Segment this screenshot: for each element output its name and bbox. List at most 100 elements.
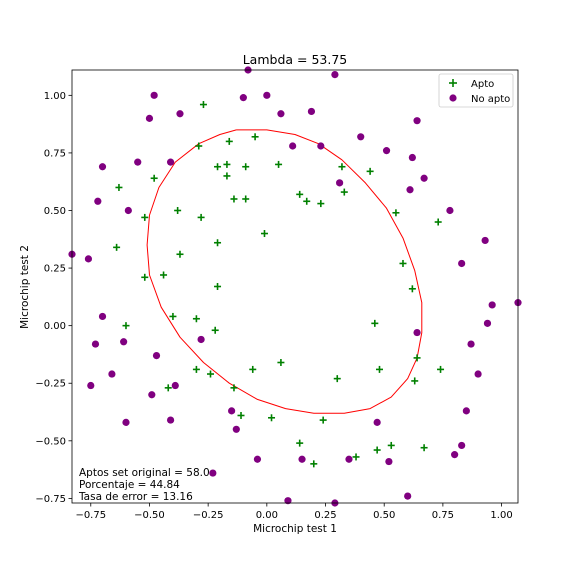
point-no-apto [253,455,262,463]
point-apto [366,167,374,175]
point-apto [197,213,205,221]
point-apto [434,218,442,226]
point-no-apto [420,174,428,182]
point-no-apto [382,147,391,155]
point-apto [333,375,341,383]
point-apto [223,160,231,168]
point-no-apto [336,179,344,187]
point-no-apto [474,370,482,378]
point-apto [214,239,222,247]
x-tick-label: −0.50 [134,510,165,521]
point-no-apto [317,142,325,150]
point-no-apto [385,457,393,466]
point-no-apto [228,407,236,415]
point-no-apto [94,197,102,205]
plot-frame [71,69,519,504]
point-no-apto [298,455,306,463]
point-no-apto [458,441,466,450]
point-apto [371,319,379,327]
y-tick-label: 1.00 [44,91,66,102]
y-tick-label: 0.25 [44,264,66,275]
point-apto [192,365,200,373]
point-no-apto [120,338,128,346]
y-tick-label: −0.75 [35,494,66,505]
point-apto [275,160,283,168]
point-apto [206,370,214,378]
point-no-apto [408,153,416,162]
x-tick-label: 0.75 [432,510,454,521]
point-apto [174,206,182,214]
point-apto [338,163,346,171]
legend-box [438,73,514,108]
point-apto [237,411,245,419]
point-no-apto [197,335,205,344]
point-apto [392,209,400,217]
x-tick-label: 0.50 [373,510,395,521]
point-no-apto [98,312,107,321]
point-apto [251,133,259,141]
point-apto [169,312,177,320]
point-no-apto [124,206,132,215]
point-no-apto [406,186,414,194]
x-axis-ticks: −0.75 −0.50 −0.25 0.00 0.25 0.50 0.75 1.00 [75,503,513,521]
point-no-apto [171,381,179,390]
point-apto [376,365,384,373]
point-apto [317,200,325,208]
point-no-apto [331,71,339,79]
y-axis-label: Microchip test 2 [19,245,31,329]
annotation-aptos: Aptos set original = 58.0 [79,467,210,479]
x-tick-label: −0.75 [75,510,106,521]
point-no-apto [307,107,316,116]
point-no-apto [239,94,247,102]
point-apto [225,137,233,145]
point-apto [303,197,311,205]
annotation-porcentaje: Porcentaje = 44.84 [79,479,180,491]
point-apto [230,195,238,203]
y-tick-label: 0.00 [44,321,66,332]
point-apto [399,259,407,267]
y-tick-label: −0.50 [35,436,66,447]
point-apto [260,230,268,238]
point-apto [150,174,158,182]
point-no-apto [87,381,95,390]
point-apto [192,315,200,323]
point-no-apto [451,451,459,459]
point-apto [437,365,445,373]
point-apto [319,416,327,424]
y-axis-ticks: −0.75 −0.50 −0.25 0.00 0.25 0.50 0.75 1.00 [35,91,72,505]
point-apto [141,273,149,281]
point-apto [160,271,168,279]
x-tick-label: 0.00 [256,510,278,521]
point-no-apto [98,163,107,171]
point-no-apto [289,142,297,150]
decision-boundary-line [146,129,423,414]
point-no-apto [91,340,100,348]
point-no-apto [467,340,475,348]
point-apto [141,213,149,221]
point-no-apto [150,91,158,99]
point-apto [242,163,250,171]
point-apto [164,384,172,392]
y-tick-label: −0.25 [35,379,66,390]
point-apto [230,384,238,392]
point-apto [277,359,285,367]
point-no-apto [148,391,156,399]
point-apto [411,377,419,385]
x-tick-label: −0.25 [193,510,224,521]
point-apto [214,283,222,290]
point-no-apto [481,236,489,245]
point-apto [387,441,395,449]
point-no-apto [176,110,184,118]
legend-apto-label: Apto [471,79,494,90]
point-apto [268,414,276,422]
point-no-apto [166,158,175,166]
point-apto [223,172,231,180]
point-apto [408,285,416,293]
point-no-apto [145,114,154,122]
point-no-apto [232,425,240,433]
point-no-apto [84,255,93,263]
point-apto [310,460,318,468]
legend-no-apto-label: No apto [471,94,510,105]
